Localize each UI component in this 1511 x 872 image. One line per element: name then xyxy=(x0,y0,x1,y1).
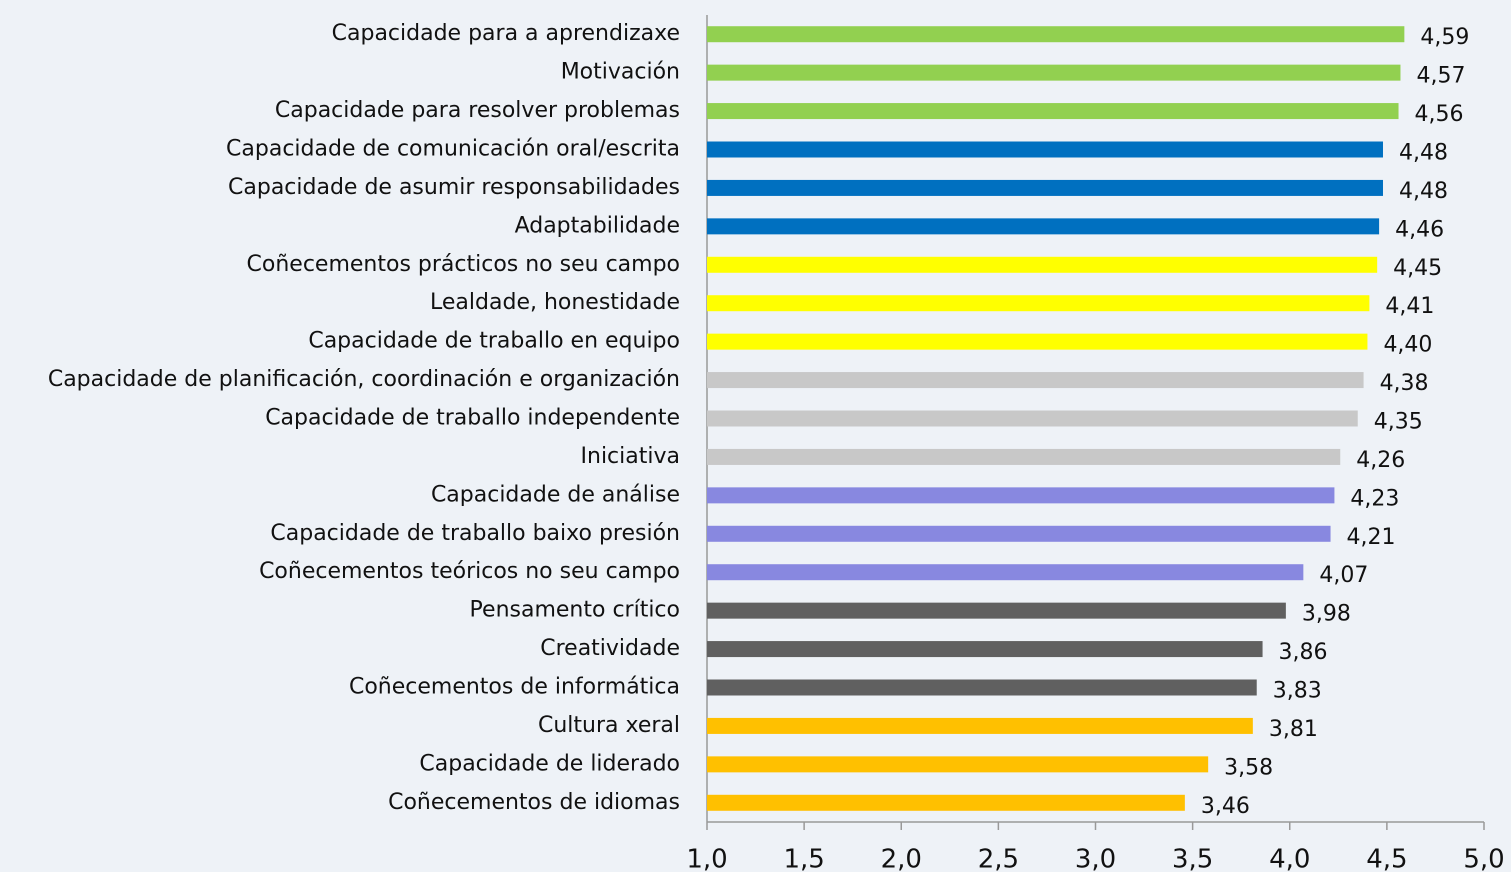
value-label: 4,26 xyxy=(1356,448,1405,473)
value-label: 4,38 xyxy=(1380,371,1429,396)
x-tick-label: 3,5 xyxy=(1172,845,1213,872)
bar xyxy=(707,679,1257,696)
category-label: Capacidade de comunicación oral/escrita xyxy=(226,137,680,162)
value-label: 3,83 xyxy=(1273,679,1322,704)
bar xyxy=(707,103,1399,120)
category-label: Capacidade de traballo en equipo xyxy=(308,329,680,354)
value-label: 3,46 xyxy=(1201,794,1250,819)
value-label: 4,41 xyxy=(1385,294,1434,319)
bar xyxy=(707,794,1185,811)
category-label: Coñecementos de informática xyxy=(349,675,680,700)
category-label: Pensamento crítico xyxy=(470,598,680,623)
value-label: 3,86 xyxy=(1279,640,1328,665)
category-label: Capacidade de traballo baixo presión xyxy=(270,521,680,546)
bar xyxy=(707,525,1331,542)
category-label: Capacidade de planificación, coordinació… xyxy=(48,367,680,392)
bar xyxy=(707,333,1368,350)
bar xyxy=(707,295,1370,312)
category-label: Coñecementos de idiomas xyxy=(388,790,680,815)
x-tick-label: 1,0 xyxy=(686,845,727,872)
bar xyxy=(707,756,1209,773)
category-label: Coñecementos prácticos no seu campo xyxy=(247,252,680,277)
bar xyxy=(707,564,1304,581)
bar xyxy=(707,218,1380,235)
x-tick-label: 2,0 xyxy=(881,845,922,872)
category-label: Capacidade de traballo independente xyxy=(265,406,680,431)
value-label: 4,45 xyxy=(1393,256,1442,281)
value-label: 4,07 xyxy=(1319,563,1368,588)
value-label: 4,57 xyxy=(1416,64,1465,89)
bar xyxy=(707,179,1383,196)
value-label: 4,48 xyxy=(1399,179,1448,204)
bar xyxy=(707,487,1335,504)
category-label: Iniciativa xyxy=(581,444,680,469)
category-label: Capacidade de liderado xyxy=(419,751,680,776)
value-label: 4,48 xyxy=(1399,141,1448,166)
category-label: Motivación xyxy=(561,60,680,85)
bar xyxy=(707,717,1253,734)
category-label: Cultura xeral xyxy=(538,713,680,738)
value-label: 4,59 xyxy=(1420,25,1469,50)
x-tick-label: 1,5 xyxy=(783,845,824,872)
bar xyxy=(707,641,1263,658)
value-label: 4,23 xyxy=(1350,486,1399,511)
category-label: Coñecementos teóricos no seu campo xyxy=(259,559,680,584)
value-label: 4,56 xyxy=(1415,102,1464,127)
bar xyxy=(707,64,1401,81)
category-label: Capacidade de asumir responsabilidades xyxy=(228,175,680,200)
x-tick-label: 2,5 xyxy=(978,845,1019,872)
bar xyxy=(707,26,1405,43)
x-tick-label: 5,0 xyxy=(1463,845,1504,872)
value-label: 4,40 xyxy=(1383,333,1432,358)
category-label: Creatividade xyxy=(540,636,680,661)
bar xyxy=(707,602,1286,619)
value-label: 3,58 xyxy=(1224,755,1273,780)
category-label: Capacidade para a aprendizaxe xyxy=(332,21,680,46)
value-label: 4,46 xyxy=(1395,217,1444,242)
value-label: 4,21 xyxy=(1347,525,1396,550)
value-label: 3,98 xyxy=(1302,602,1351,627)
bar xyxy=(707,372,1364,389)
category-label: Capacidade de análise xyxy=(431,482,680,507)
bar xyxy=(707,410,1358,427)
bar xyxy=(707,141,1383,158)
category-label: Adaptabilidade xyxy=(515,213,680,238)
category-label: Lealdade, honestidade xyxy=(430,290,680,315)
bar xyxy=(707,256,1378,273)
value-label: 3,81 xyxy=(1269,717,1318,742)
category-label: Capacidade para resolver problemas xyxy=(275,98,680,123)
x-tick-label: 4,0 xyxy=(1269,845,1310,872)
value-label: 4,35 xyxy=(1374,410,1423,435)
bar xyxy=(707,448,1341,465)
x-tick-label: 3,0 xyxy=(1075,845,1116,872)
x-tick-label: 4,5 xyxy=(1366,845,1407,872)
